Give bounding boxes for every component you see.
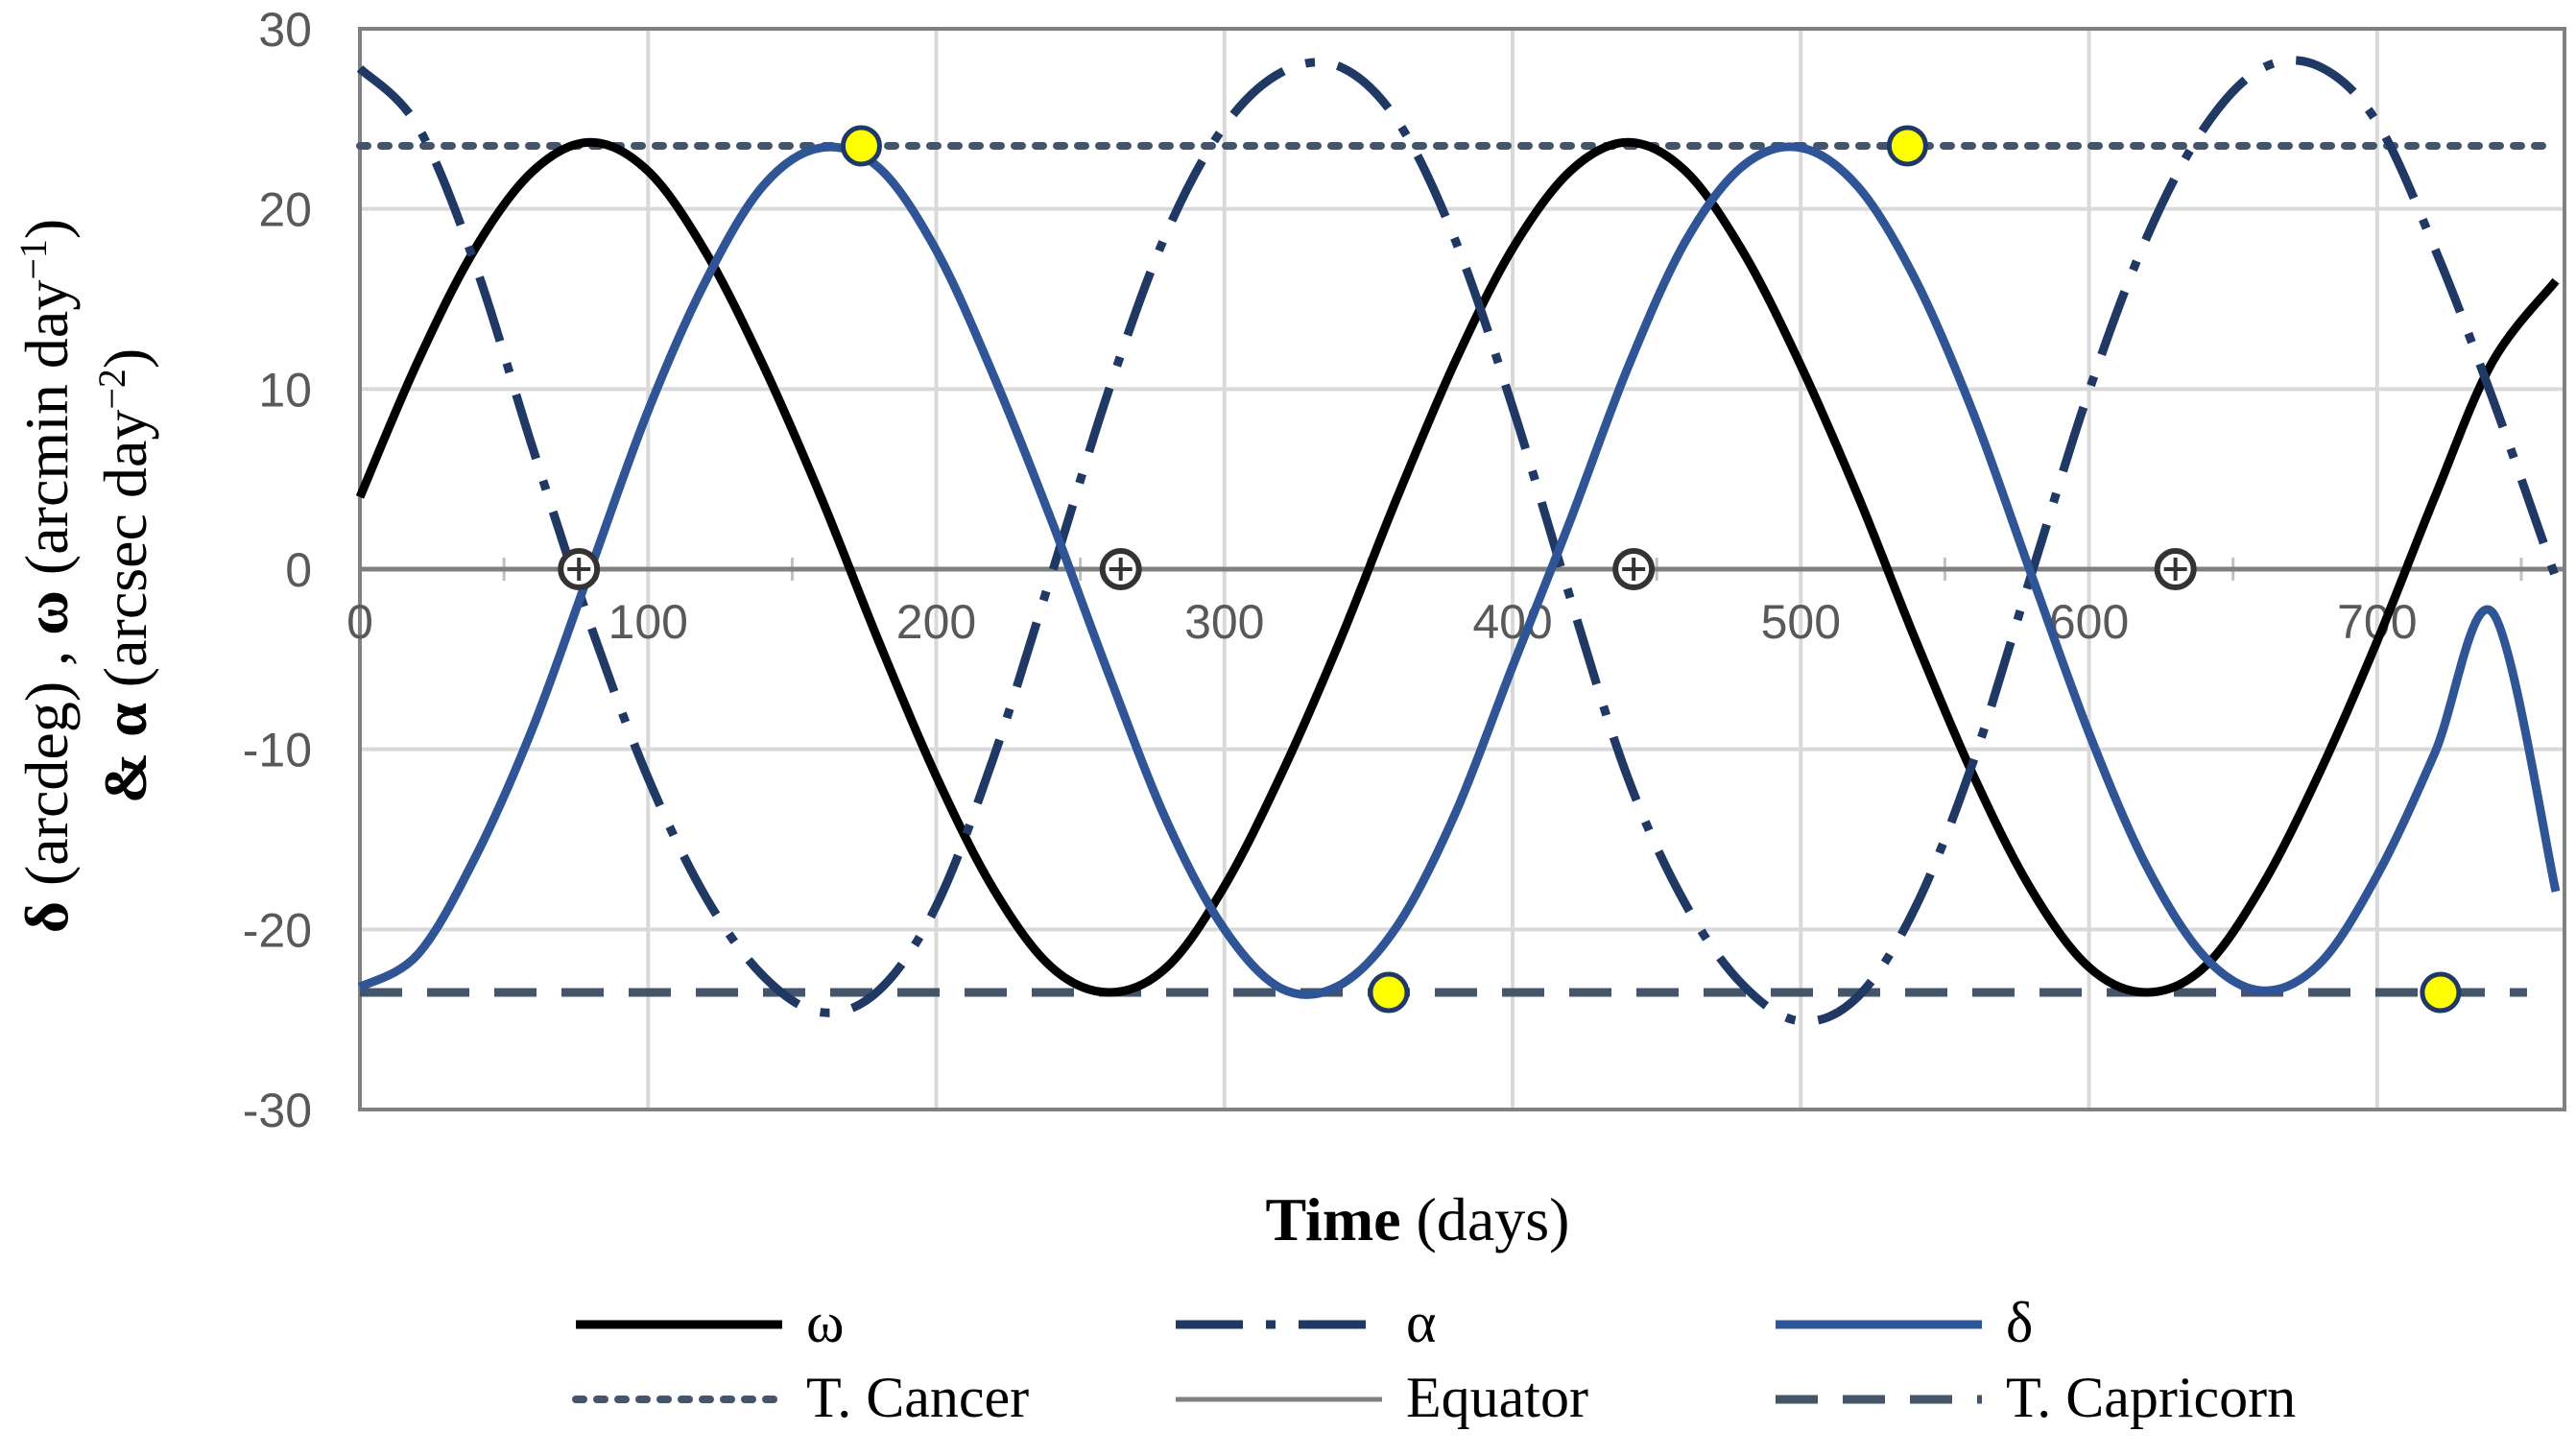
- x-axis-tick-labels: 0 100 200 300 400 500 600 700: [346, 595, 2417, 649]
- y-axis-title-delta: δ: [12, 901, 81, 933]
- y-tick-label: -10: [243, 724, 312, 777]
- y-axis-title-omega-close: ): [12, 219, 81, 239]
- legend: ω α δ T. Cancer Equator T. Capricorn: [572, 1291, 2296, 1429]
- y-axis-title-ampersand: &: [91, 752, 159, 803]
- x-tick-label: 600: [2049, 595, 2129, 649]
- y-tick-label: -20: [243, 903, 312, 957]
- series-line-1: [356, 56, 2561, 1026]
- y-axis-title-line1: δ (arcdeg) , ω (arcmin day−1): [12, 219, 82, 933]
- y-axis-title-omega-unit: (arcmin day: [12, 280, 81, 590]
- extremum-marker: [1368, 971, 1410, 1014]
- y-tick-label: 20: [258, 183, 312, 237]
- y-axis-title-omega: ω: [12, 590, 81, 635]
- x-tick-label: 300: [1184, 595, 1264, 649]
- extremum-marker: [840, 125, 882, 167]
- y-axis-title-delta-unit: (arcdeg) ,: [12, 635, 81, 901]
- markers: [558, 125, 2462, 1014]
- x-axis-title-rest: (days): [1401, 1185, 1570, 1253]
- x-tick-label: 100: [608, 595, 688, 649]
- x-tick-label: 500: [1761, 595, 1841, 649]
- y-tick-label: 10: [258, 363, 312, 417]
- series-lines: [355, 56, 2564, 1026]
- legend-label: T. Capricorn: [2006, 1366, 2296, 1429]
- y-axis-title-omega-exp: −1: [12, 239, 55, 280]
- y-tick-label: 30: [258, 3, 312, 57]
- y-axis-title-alpha-close: ): [91, 348, 159, 369]
- y-tick-label: -30: [243, 1084, 312, 1137]
- series-line-2: [357, 142, 2561, 999]
- y-axis-title-line2: & α (arcsec day−2): [90, 348, 160, 803]
- x-axis-title: Time (days): [1266, 1185, 1570, 1253]
- legend-label: Equator: [1406, 1366, 1588, 1429]
- y-axis-title-alpha-unit: (arcsec day: [91, 410, 159, 704]
- series-line-0: [355, 137, 2560, 997]
- legend-label: δ: [2006, 1291, 2033, 1354]
- y-axis-title-alpha: α: [91, 703, 159, 737]
- legend-label: ω: [806, 1291, 845, 1354]
- legend-label: T. Cancer: [806, 1366, 1029, 1429]
- y-axis-title: δ (arcdeg) , ω (arcmin day−1) & α (arcse…: [12, 219, 160, 933]
- x-axis-title-bold: Time: [1266, 1185, 1401, 1253]
- x-tick-label: 0: [346, 595, 373, 649]
- y-axis-tick-labels: -30 -20 -10 0 10 20 30: [243, 3, 312, 1137]
- x-tick-label: 200: [896, 595, 976, 649]
- y-axis-title-alpha-exp: −2: [90, 369, 133, 410]
- extremum-marker: [2420, 971, 2462, 1014]
- extremum-marker: [1886, 125, 1928, 167]
- y-tick-label: 0: [285, 543, 312, 597]
- legend-label: α: [1406, 1291, 1436, 1354]
